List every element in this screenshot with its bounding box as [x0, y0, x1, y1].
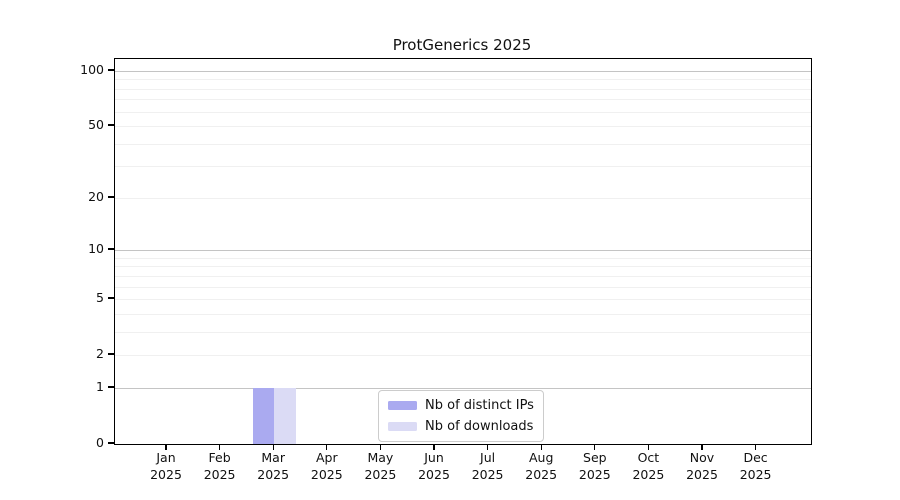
- y-tick-label: 5: [96, 290, 104, 306]
- y-tick-label: 100: [80, 61, 104, 77]
- x-tick-year: 2025: [364, 466, 397, 482]
- x-tick-month: Jun: [424, 450, 444, 465]
- x-tick-year: 2025: [632, 466, 665, 482]
- plot-area: [114, 58, 812, 445]
- x-axis-tick: [165, 444, 167, 451]
- x-tick-month: Jul: [480, 450, 496, 465]
- x-axis-tick: [701, 444, 703, 451]
- y-axis-tick: [108, 124, 114, 126]
- x-axis-tick: [647, 444, 650, 451]
- y-tick-label: 2: [96, 346, 104, 362]
- x-axis-tick: [379, 444, 382, 451]
- x-axis-tick: [326, 444, 328, 451]
- minor-gridline: [115, 266, 811, 268]
- x-tick-label: Dec 2025: [724, 450, 788, 483]
- minor-gridline: [115, 79, 811, 81]
- x-tick-year: 2025: [471, 466, 504, 482]
- y-tick-label: 0: [96, 435, 104, 450]
- x-axis-tick: [486, 444, 489, 451]
- x-tick-month: Sep: [583, 450, 607, 465]
- y-axis-tick: [108, 442, 114, 444]
- x-tick-year: 2025: [150, 466, 182, 482]
- y-axis-tick: [108, 353, 114, 355]
- x-tick-month: Dec: [743, 450, 768, 465]
- x-tick-label: Nov 2025: [670, 450, 734, 483]
- x-tick-year: 2025: [578, 466, 611, 482]
- x-tick-month: Jan: [156, 450, 176, 465]
- x-axis-tick: [594, 444, 596, 451]
- major-gridline: [115, 70, 811, 72]
- x-tick-month: Mar: [261, 450, 285, 465]
- x-tick-label: Apr 2025: [295, 450, 359, 483]
- minor-gridline: [115, 275, 811, 277]
- minor-gridline: [115, 331, 811, 333]
- legend: Nb of distinct IPs Nb of downloads: [378, 390, 544, 442]
- x-tick-label: Mar 2025: [241, 450, 305, 483]
- x-tick-month: Oct: [637, 450, 660, 465]
- x-tick-label: Sep 2025: [563, 450, 627, 483]
- x-tick-label: Jan 2025: [134, 450, 198, 483]
- y-axis-tick: [108, 297, 114, 299]
- minor-gridline: [115, 111, 811, 113]
- legend-entry: Nb of distinct IPs: [388, 397, 534, 414]
- x-tick-year: 2025: [257, 466, 290, 482]
- y-axis-tick: [108, 386, 114, 388]
- bar: [252, 387, 275, 444]
- legend-swatch: [388, 422, 417, 431]
- x-tick-year: 2025: [739, 466, 772, 482]
- bar: [274, 387, 296, 444]
- minor-gridline: [115, 299, 811, 301]
- minor-gridline: [115, 99, 811, 101]
- x-tick-month: Feb: [208, 450, 231, 465]
- chart-title: ProtGenerics 2025: [392, 36, 532, 54]
- x-tick-label: Aug 2025: [509, 450, 573, 483]
- y-tick-label: 10: [88, 241, 104, 257]
- minor-gridline: [115, 126, 811, 128]
- x-tick-year: 2025: [525, 466, 558, 482]
- x-axis-tick: [218, 444, 221, 451]
- x-tick-year: 2025: [418, 466, 450, 482]
- y-tick-label: 20: [88, 188, 104, 204]
- minor-gridline: [115, 166, 811, 168]
- major-gridline: [115, 250, 811, 252]
- y-axis-tick: [108, 69, 114, 71]
- x-tick-label: May 2025: [348, 450, 412, 483]
- x-tick-month: Aug: [528, 450, 554, 465]
- x-tick-year: 2025: [203, 466, 236, 482]
- y-tick-label: 1: [96, 378, 104, 394]
- x-tick-label: Jun 2025: [402, 450, 466, 483]
- x-axis-tick: [540, 444, 542, 451]
- legend-entry: Nb of downloads: [388, 418, 534, 435]
- minor-gridline: [115, 88, 811, 90]
- x-tick-label: Oct 2025: [616, 450, 680, 483]
- x-tick-year: 2025: [686, 466, 718, 482]
- x-tick-label: Jul 2025: [456, 450, 520, 483]
- minor-gridline: [115, 313, 811, 315]
- legend-label: Nb of distinct IPs: [425, 398, 534, 413]
- major-gridline: [115, 387, 811, 389]
- x-axis-tick: [272, 444, 274, 451]
- y-axis-tick: [108, 196, 114, 198]
- legend-label: Nb of downloads: [425, 419, 534, 434]
- minor-gridline: [115, 143, 811, 145]
- minor-gridline: [115, 197, 811, 199]
- y-tick-label: 50: [88, 117, 104, 133]
- x-tick-label: Feb 2025: [188, 450, 252, 483]
- minor-gridline: [115, 355, 811, 357]
- x-tick-month: May: [367, 450, 394, 465]
- x-tick-year: 2025: [310, 466, 343, 482]
- minor-gridline: [115, 257, 811, 259]
- minor-gridline: [115, 286, 811, 288]
- y-axis-tick: [108, 248, 114, 250]
- legend-swatch: [388, 401, 417, 410]
- x-tick-month: Apr: [315, 450, 338, 465]
- x-axis-tick: [754, 444, 757, 451]
- x-axis-tick: [433, 444, 435, 451]
- x-tick-month: Nov: [689, 450, 715, 465]
